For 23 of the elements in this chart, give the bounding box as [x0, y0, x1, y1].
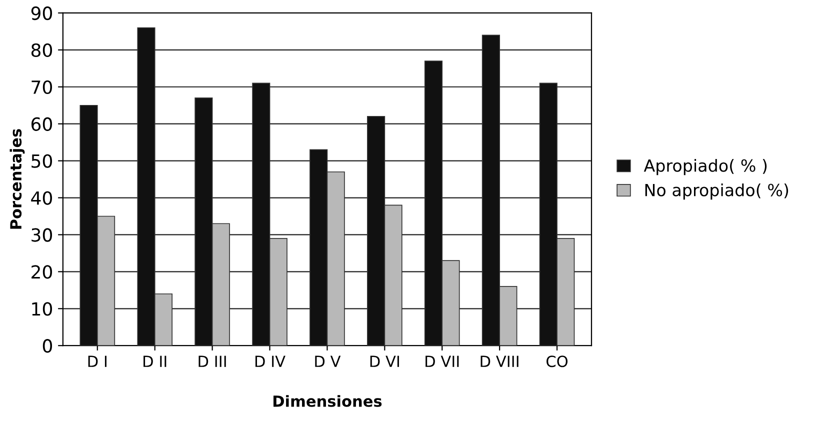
y-tick-label: 40	[31, 191, 52, 205]
y-tick-label: 0	[42, 339, 52, 353]
x-tick-label: D I	[88, 356, 106, 367]
y-tick-label: 50	[32, 154, 52, 168]
y-axis-title: Porcentajes	[10, 129, 25, 229]
x-tick-label: D V	[315, 356, 341, 367]
y-tick-label: 80	[31, 43, 52, 58]
x-tick-label: CO	[546, 356, 568, 368]
x-tick-label: D II	[144, 356, 166, 367]
y-tick-label: 20	[32, 265, 52, 279]
x-tick-label: D VII	[426, 356, 459, 367]
y-tick-label: 10	[32, 302, 52, 316]
x-tick-label: D III	[198, 356, 226, 367]
x-axis-title: Dimensiones	[273, 395, 382, 407]
x-tick-label: D VIII	[480, 356, 518, 367]
y-tick-label: 30	[32, 228, 52, 242]
x-tick-label: D VI	[370, 356, 399, 367]
x-tick-label: D IV	[255, 356, 286, 367]
legend-label: Apropiado( % )	[644, 158, 767, 176]
y-tick-label: 90	[31, 6, 52, 20]
legend-label: No apropiado( %)	[645, 183, 788, 200]
y-tick-label: 70	[32, 80, 52, 94]
y-tick-label: 60	[31, 117, 52, 131]
